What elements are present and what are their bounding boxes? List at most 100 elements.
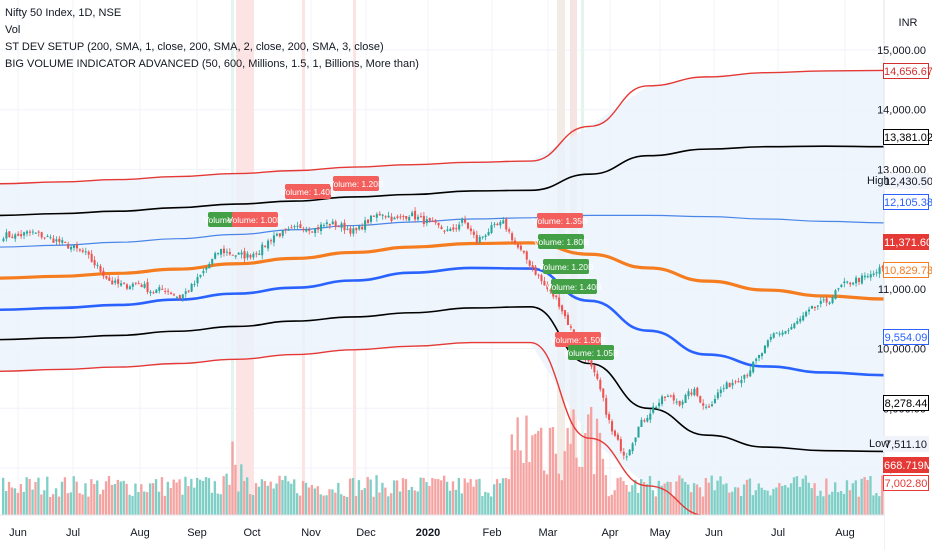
volume-bar [801, 478, 805, 515]
volume-bar [466, 482, 469, 515]
candle-body [114, 280, 117, 283]
volume-bar [348, 478, 352, 515]
volume-bar [63, 477, 67, 515]
volume-bar [443, 475, 446, 515]
volume-bar [725, 483, 728, 515]
candle-body [787, 330, 790, 332]
volume-bar [560, 480, 563, 515]
candle-body [478, 236, 481, 243]
volume-bar [360, 489, 364, 515]
volume-bar [831, 491, 834, 515]
x-tick-label: Apr [601, 527, 618, 539]
candle-body [834, 290, 837, 299]
candle-body [96, 264, 99, 266]
candle-body [763, 345, 766, 354]
candle-body [211, 258, 214, 264]
volume-bar [510, 434, 513, 515]
candle-body [561, 305, 564, 312]
volume-bar [525, 415, 528, 515]
candle-body [634, 437, 637, 442]
candle-body [222, 248, 225, 254]
volume-bar [416, 491, 419, 515]
candle-body [5, 232, 8, 239]
volume-bar [472, 486, 475, 515]
candle-body [669, 395, 672, 397]
big-volume-indicator-name[interactable]: BIG VOLUME INDICATOR ADVANCED (50, 600, … [5, 58, 419, 70]
candle-body [843, 281, 846, 284]
volume-indicator-name[interactable]: Vol [5, 24, 21, 36]
candle-body [81, 250, 84, 252]
volume-bar [293, 479, 296, 515]
candle-body [55, 239, 58, 242]
candle-body [416, 216, 420, 220]
candle-body [616, 434, 619, 440]
series-line [0, 214, 885, 248]
candles [2, 207, 884, 461]
volume-bar [701, 496, 705, 515]
volume-bar [181, 494, 184, 515]
volume-label-text: Volume: 1.40B [546, 282, 602, 292]
candle-body [381, 214, 384, 216]
candle-body [499, 222, 502, 226]
volume-bar [104, 481, 108, 515]
volume-bar [13, 488, 17, 515]
candle-body [625, 456, 628, 458]
candle-body [464, 219, 467, 223]
candle-body [328, 224, 331, 226]
volume-bar [178, 479, 181, 515]
x-tick-label: Jul [771, 527, 785, 539]
volume-bar [331, 489, 334, 515]
candle-body [152, 292, 155, 294]
candle-body [687, 391, 690, 396]
volume-bar [751, 495, 755, 515]
candle-body [340, 223, 343, 228]
candle-body [713, 399, 716, 404]
volume-bar [648, 476, 652, 515]
volume-label: Volume: 1.40B [280, 184, 336, 199]
candle-body [314, 228, 317, 234]
symbol-title[interactable]: Nifty 50 Index, 1D, NSE [5, 7, 122, 19]
candle-body [361, 226, 364, 230]
candle-body [878, 267, 881, 274]
volume-bar [716, 480, 719, 515]
volume-bar [184, 476, 187, 515]
candle-body [208, 264, 211, 269]
volume-bar [634, 479, 637, 515]
candle-body [622, 451, 625, 456]
candle-body [140, 284, 143, 288]
stdev-indicator-name[interactable]: ST DEV SETUP (200, SMA, 1, close, 200, S… [5, 41, 384, 53]
candle-body [857, 277, 861, 282]
candle-body [287, 228, 290, 231]
x-tick-label: Mar [539, 527, 558, 539]
candle-body [372, 215, 375, 217]
volume-bar [393, 480, 396, 515]
candle-body [117, 279, 120, 284]
candle-body [649, 413, 652, 420]
volume-bar [554, 453, 558, 515]
currency-label[interactable]: INR [898, 17, 918, 29]
x-tick-label: Aug [835, 527, 855, 539]
volume-bar [354, 496, 358, 515]
volume-bar [275, 483, 278, 515]
volume-bar [866, 480, 869, 515]
volume-bar [19, 484, 22, 515]
volume-bar [457, 477, 461, 515]
volume-bar [692, 483, 696, 515]
candle-body [466, 222, 470, 229]
x-tick-label: Feb [483, 527, 502, 539]
candle-body [299, 224, 302, 229]
volume-bar [101, 489, 105, 515]
volume-bar [637, 492, 640, 515]
candle-body [846, 281, 849, 283]
volume-bar [143, 491, 146, 515]
candle-body [2, 238, 5, 242]
volume-label-box [285, 184, 331, 199]
candle-body [193, 283, 196, 285]
volume-bar [10, 487, 14, 515]
volume-label-box [232, 212, 278, 227]
volume-bar [595, 418, 599, 515]
series-line [0, 266, 885, 377]
candle-body [710, 404, 714, 407]
series-line [0, 145, 885, 217]
